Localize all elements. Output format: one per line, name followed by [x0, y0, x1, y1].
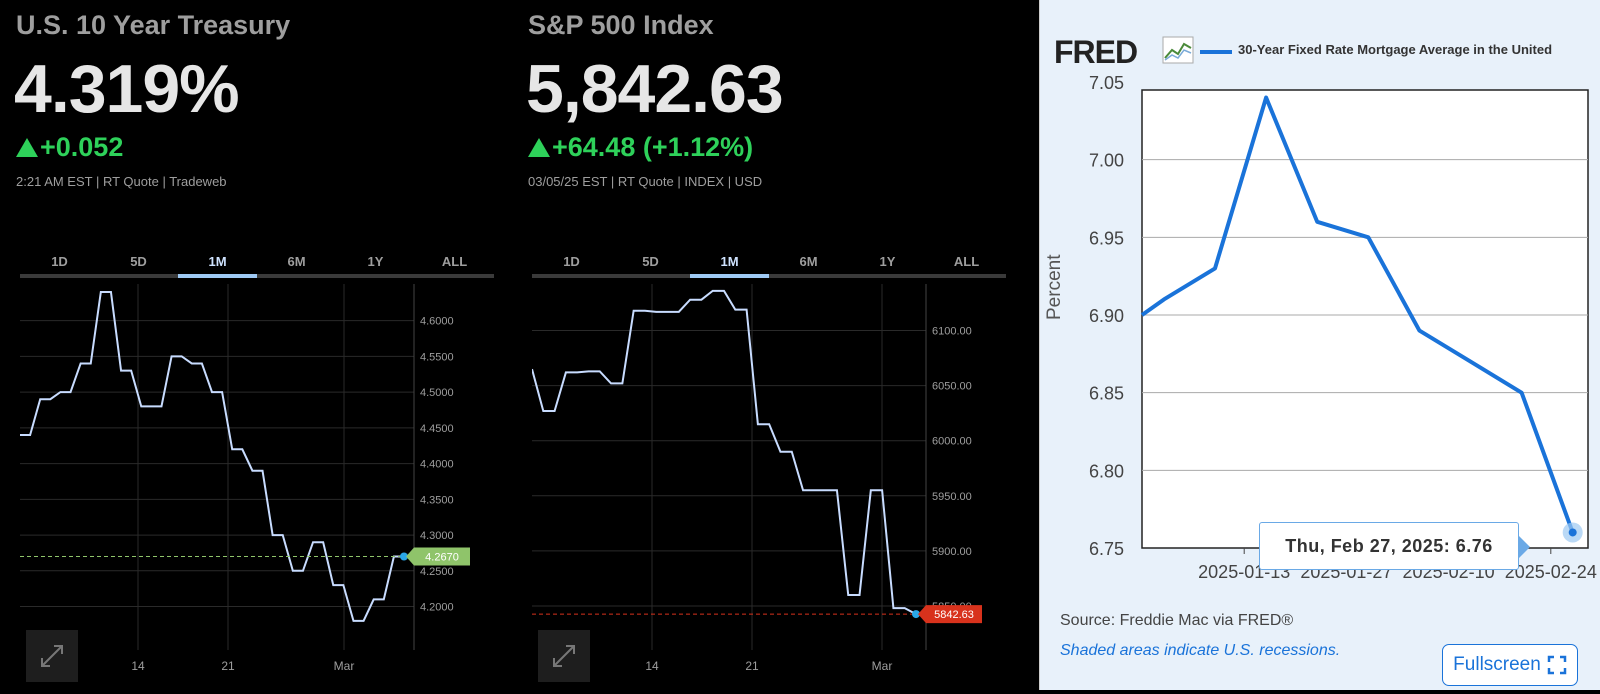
expand-icon: [553, 645, 575, 667]
quote-name: S&P 500 Index: [528, 10, 714, 40]
x-tick-label: 21: [221, 659, 235, 673]
y-tick-label: 6.90: [1089, 306, 1124, 326]
fullscreen-label: Fullscreen: [1453, 654, 1541, 675]
last-value-label: 4.2670: [425, 552, 459, 564]
series-line: [532, 289, 917, 615]
quote-value: 5,842.63: [526, 51, 784, 127]
last-value-label: 5842.63: [934, 609, 974, 621]
y-tick-label: 7.00: [1089, 151, 1124, 171]
y-tick-label: 4.2500: [420, 566, 454, 578]
chart-tooltip: Thu, Feb 27, 2025: 6.76: [1259, 522, 1530, 570]
y-tick-label: 5950.00: [932, 491, 972, 503]
fred-logo: FRED: [1054, 34, 1138, 70]
y-tick-label: 4.5500: [420, 351, 454, 363]
tab-1d[interactable]: 1D: [51, 254, 68, 269]
fullscreen-button[interactable]: Fullscreen: [1442, 644, 1578, 686]
tab-1y[interactable]: 1Y: [879, 254, 896, 269]
hover-marker: [1568, 528, 1577, 537]
tab-all[interactable]: ALL: [441, 254, 468, 269]
quote-change: +0.052: [16, 132, 123, 163]
tab-1m[interactable]: 1M: [178, 246, 257, 278]
expand-icon: [41, 645, 63, 667]
quote-change-value: +64.48 (+1.12%): [552, 132, 754, 162]
tab-5d[interactable]: 5D: [130, 254, 147, 269]
last-value-marker: [400, 552, 408, 561]
plot-area: [1141, 89, 1589, 549]
y-tick-label: 5900.00: [932, 546, 972, 558]
y-tick-label: 6000.00: [932, 436, 972, 448]
quote-value: 4.319%: [14, 51, 240, 127]
last-value-badge: [918, 605, 982, 624]
treasury-panel: U.S. 10 Year Treasury 4.319% +0.052 2:21…: [0, 0, 510, 694]
x-tick-label: Mar: [872, 659, 893, 673]
expand-chart-button[interactable]: [26, 630, 78, 682]
time-range-tabs: 1D 5D 1M 6M 1Y ALL: [532, 246, 1006, 278]
legend-label: 30-Year Fixed Rate Mortgage Average in t…: [1238, 42, 1553, 57]
tab-all[interactable]: ALL: [953, 254, 980, 269]
recession-note[interactable]: Shaded areas indicate U.S. recessions.: [1060, 642, 1341, 659]
y-tick-label: 6.75: [1089, 539, 1124, 559]
series-line: [1140, 95, 1575, 534]
tab-5d[interactable]: 5D: [642, 254, 659, 269]
x-tick-label: 21: [745, 659, 759, 673]
time-range-tabs: 1D 5D 1M 6M 1Y ALL: [20, 246, 494, 278]
last-value-badge: [406, 547, 470, 566]
y-tick-label: 4.6000: [420, 316, 454, 328]
last-value-marker: [912, 610, 920, 619]
sp500-line-chart: 6100.006050.006000.005950.005900.005850.…: [532, 284, 982, 673]
y-tick-label: 4.4500: [420, 423, 454, 435]
fred-panel: 7.05 7.00 6.95 6.90 6.85 6.80 6.75 2025-01-13 20…: [1039, 0, 1600, 690]
fullscreen-icon: [1547, 655, 1567, 675]
quote-change: +64.48 (+1.12%): [528, 132, 753, 163]
tab-6m[interactable]: 6M: [799, 254, 818, 269]
quote-name: U.S. 10 Year Treasury: [16, 10, 291, 40]
sp500-panel: S&P 500 Index 5,842.63 +64.48 (+1.12%) 0…: [522, 0, 1022, 694]
source-note: Source: Freddie Mac via FRED®: [1060, 612, 1294, 629]
tab-1d[interactable]: 1D: [563, 254, 580, 269]
y-axis-label: Percent: [1044, 254, 1065, 320]
up-arrow-icon: [16, 138, 38, 157]
x-tick-label: 14: [131, 659, 145, 673]
x-tick-label: 2025-02-24: [1505, 562, 1597, 582]
tab-1y[interactable]: 1Y: [367, 254, 384, 269]
x-tick-label: 14: [645, 659, 659, 673]
expand-chart-button[interactable]: [538, 630, 590, 682]
y-tick-label: 6.95: [1089, 228, 1124, 248]
tab-6m[interactable]: 6M: [287, 254, 306, 269]
y-tick-label: 4.3500: [420, 494, 454, 506]
x-tick-label: Mar: [334, 659, 355, 673]
y-tick-label: 4.3000: [420, 530, 454, 542]
legend-swatch: [1200, 50, 1232, 54]
up-arrow-icon: [528, 138, 550, 157]
y-tick-label: 4.4000: [420, 459, 454, 471]
y-tick-label: 4.5000: [420, 387, 454, 399]
y-tick-label: 6050.00: [932, 381, 972, 393]
quote-meta: 2:21 AM EST | RT Quote | Tradeweb: [16, 174, 227, 189]
y-tick-label: 7.05: [1089, 73, 1124, 93]
fred-chart-icon: [1162, 36, 1194, 64]
quote-meta: 03/05/25 EST | RT Quote | INDEX | USD: [528, 174, 763, 189]
y-tick-label: 6100.00: [932, 326, 972, 338]
tab-1m[interactable]: 1M: [690, 246, 769, 278]
y-tick-label: 6.85: [1089, 384, 1124, 404]
series-line: [20, 291, 404, 622]
treasury-line-chart: 4.6000 4.5500 4.5000 4.4500 4.4000 4.3500 4.30…: [20, 284, 470, 673]
y-tick-label: 6.80: [1089, 461, 1124, 481]
quote-change-value: +0.052: [40, 132, 124, 162]
y-tick-label: 4.2000: [420, 602, 454, 614]
